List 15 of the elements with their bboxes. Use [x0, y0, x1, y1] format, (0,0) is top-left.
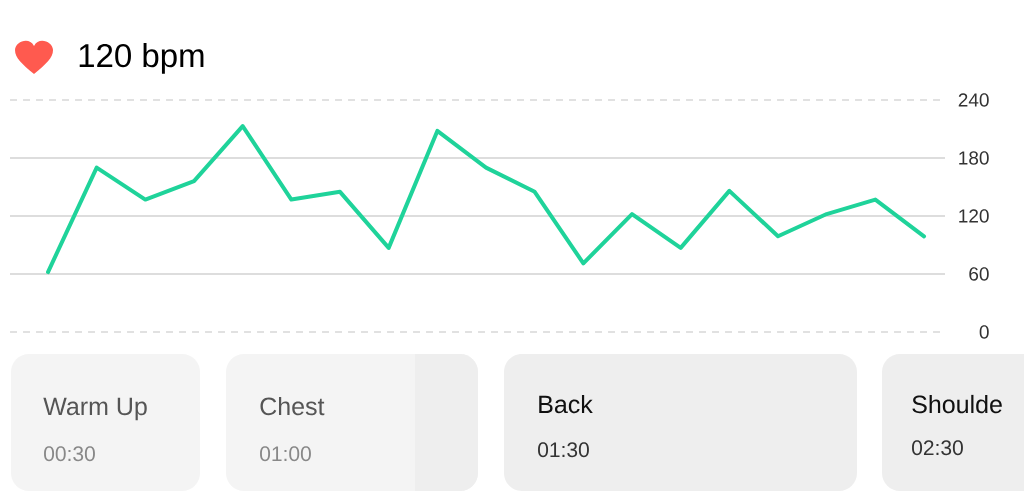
chart-title: 120 bpm: [79, 43, 204, 74]
text: 01:30: [538, 442, 589, 458]
text: Chest: [260, 396, 325, 416]
y-tick-label: 120: [959, 209, 989, 223]
y-tick-label: 240: [958, 93, 989, 107]
text: 02:30: [912, 440, 963, 456]
y-tick-label: 60: [969, 267, 989, 281]
line-series: [46, 124, 927, 275]
text: Warm Up: [43, 397, 147, 421]
y-tick-label: 0: [979, 325, 989, 339]
text: 00:30: [44, 446, 95, 462]
text: Back: [539, 394, 593, 414]
text: 01:00: [260, 446, 311, 462]
y-tick-label: 180: [959, 151, 989, 165]
text: Shoulde: [912, 394, 1002, 414]
